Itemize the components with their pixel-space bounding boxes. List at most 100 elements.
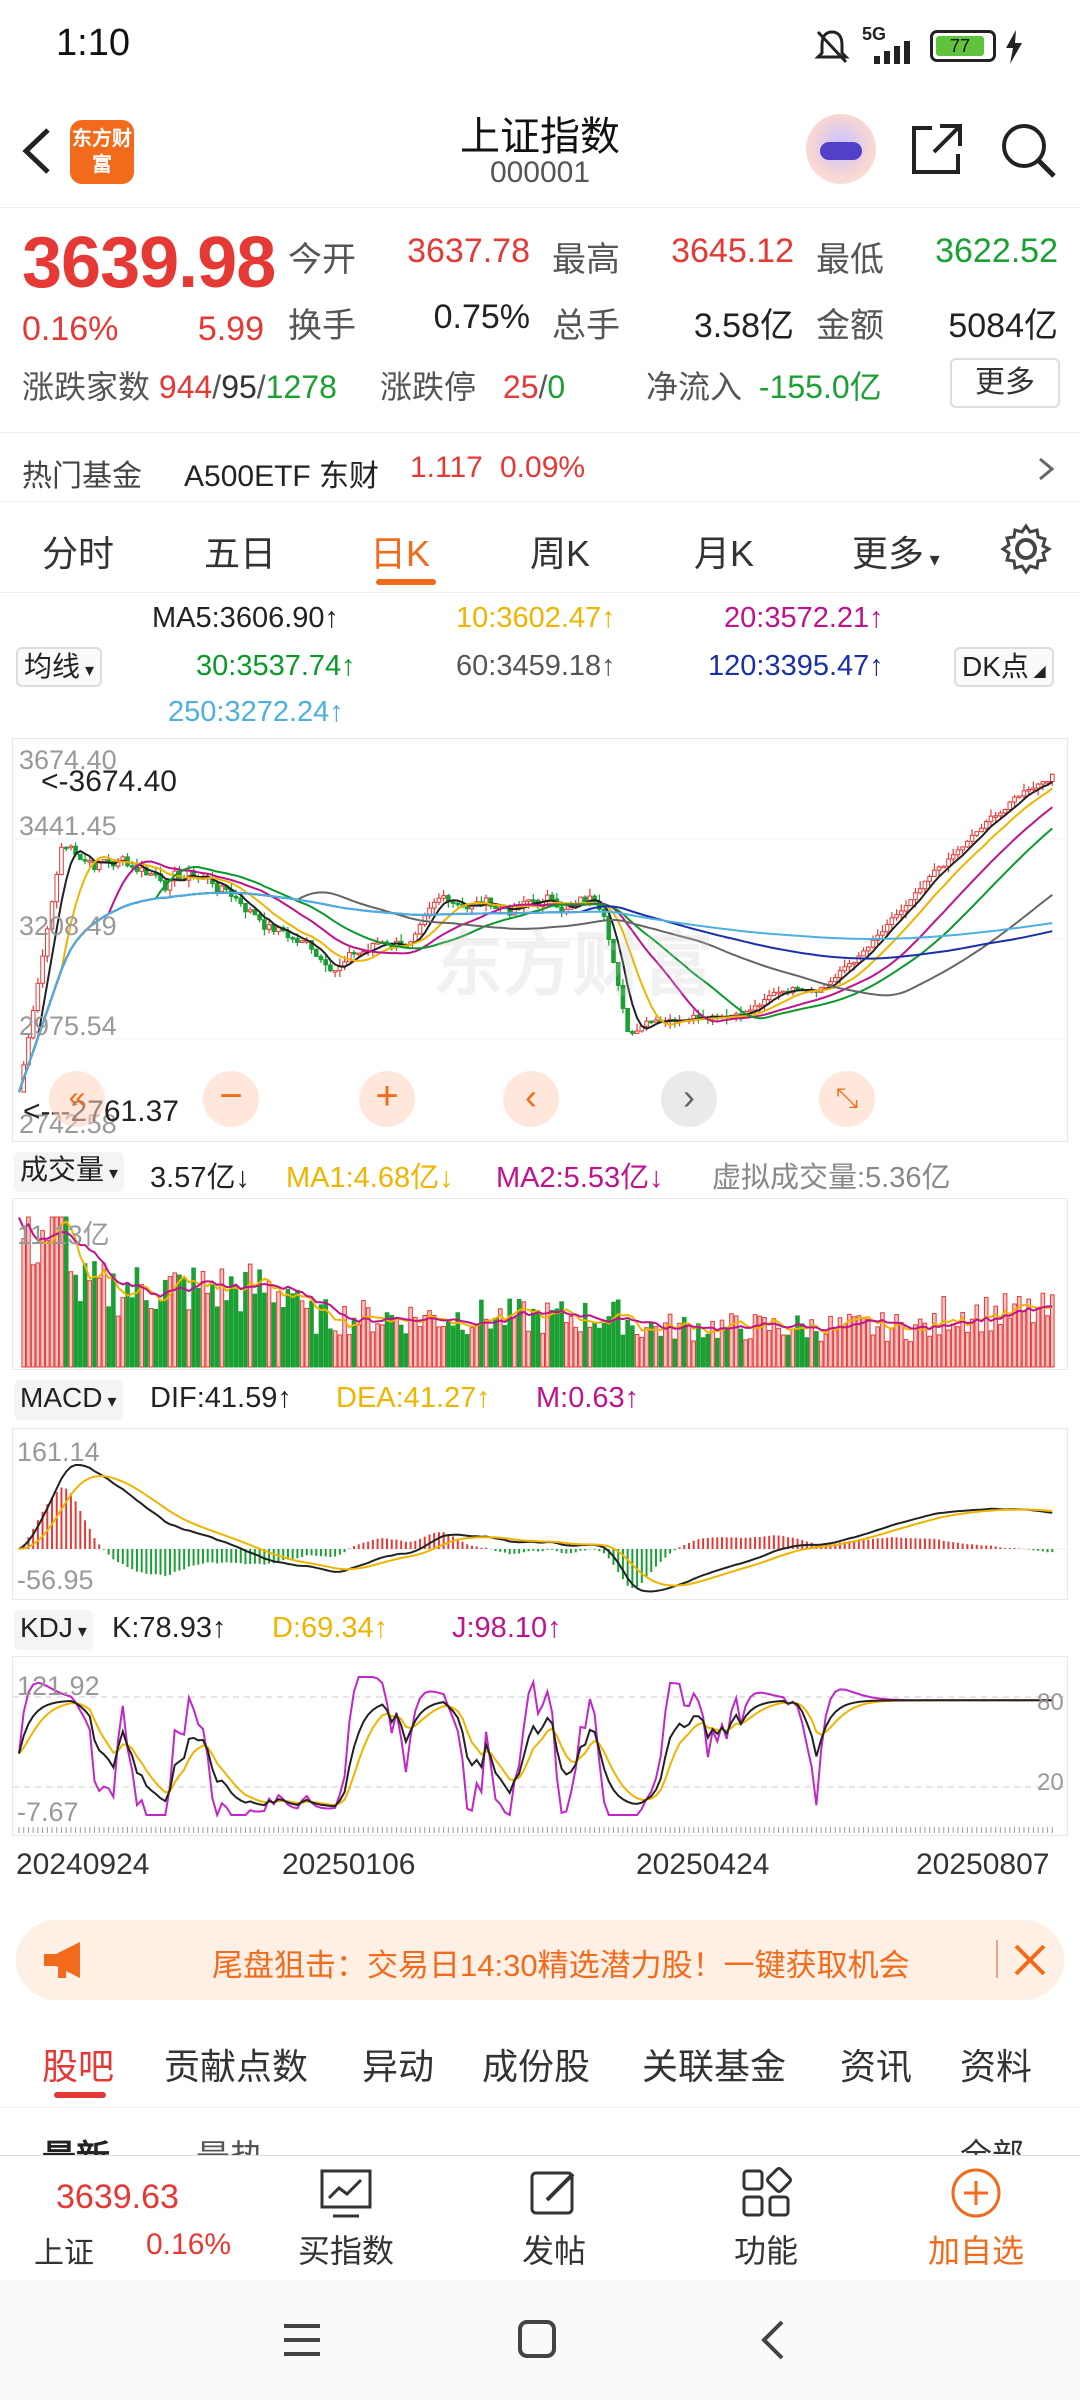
status-time: 1:10 (56, 22, 130, 64)
tab-related-funds[interactable]: 关联基金 (642, 2046, 787, 2087)
close-icon[interactable] (1012, 1942, 1048, 1978)
candle-body (847, 963, 852, 968)
candle-body (917, 888, 923, 894)
search-icon[interactable] (998, 120, 1058, 180)
candle-body (441, 895, 446, 899)
scroll-left-button[interactable]: ‹ (503, 1071, 559, 1127)
nav-post[interactable]: 发帖 (474, 2166, 634, 2272)
tab-five-day[interactable]: 五日 (204, 533, 277, 574)
breadth-down: 1278 (265, 369, 337, 405)
tab-contribution[interactable]: 贡献点数 (164, 2046, 309, 2087)
menu-icon[interactable] (280, 2320, 324, 2360)
more-button[interactable]: 更多 (950, 358, 1060, 408)
zoom-out-button[interactable]: − (203, 1071, 259, 1127)
candle-body (582, 896, 588, 903)
candle-body (884, 923, 890, 933)
kline-chart[interactable]: 3674.40 3441.45 3208.49 2975.54 2742.58 … (12, 738, 1068, 1142)
kdj-d: D:69.34↑ (272, 1612, 389, 1644)
volume-bar (101, 1263, 107, 1368)
dk-points-button[interactable]: DK点 ◢ (954, 647, 1054, 687)
breadth-flat: 95 (221, 369, 257, 405)
volume-bar (851, 1316, 857, 1368)
volume-bar (969, 1318, 975, 1368)
volume-bar (162, 1279, 168, 1368)
tab-profile[interactable]: 资料 (960, 2046, 1033, 2087)
candle-body (1016, 795, 1022, 798)
macd-y-max: 161.14 (17, 1437, 100, 1467)
macd-selector[interactable]: MACD ▾ (14, 1380, 123, 1420)
ma10-value: 10:3602.47↑ (456, 602, 616, 634)
candle-body (578, 896, 583, 904)
tab-weekly-k[interactable]: 周K (530, 533, 591, 574)
tab-news[interactable]: 资讯 (840, 2046, 913, 2087)
watermark: 东方财富 (433, 926, 713, 1004)
candle-body (129, 865, 135, 868)
candle-body (247, 909, 253, 913)
share-icon[interactable] (908, 120, 966, 178)
tab-movements[interactable]: 异动 (362, 2046, 435, 2087)
volume-bar (153, 1308, 159, 1368)
limit-label: 涨跌停 (380, 369, 477, 405)
volume-bar (139, 1284, 144, 1368)
nav-functions[interactable]: 功能 (686, 2166, 846, 2272)
tab-constituents[interactable]: 成份股 (482, 2046, 591, 2087)
kdj-chart[interactable]: 121.92 -7.67 80 20 (12, 1656, 1068, 1836)
candle-body (601, 908, 607, 917)
volume-bar (59, 1216, 64, 1368)
open-label: 今开 (288, 241, 356, 279)
hot-fund-row[interactable]: 热门基金 A500ETF 东财 1.117 0.09% (0, 432, 1080, 502)
volume-bar (922, 1322, 928, 1368)
filter-latest[interactable]: 最新 (42, 2130, 110, 2156)
volume-bar (865, 1318, 871, 1368)
nav-functions-label: 功能 (733, 2233, 798, 2269)
tab-daily-k[interactable]: 日K (370, 533, 431, 574)
virtual-volume: 虚拟成交量:5.36亿 (712, 1162, 951, 1194)
volume-bar (252, 1293, 258, 1368)
filter-all[interactable]: 全部 (960, 2137, 1025, 2156)
volume-bar (309, 1300, 314, 1368)
candle-body (219, 885, 225, 893)
volume-selector[interactable]: 成交量 ▾ (14, 1152, 125, 1192)
tab-forum[interactable]: 股吧 (42, 2046, 115, 2087)
volume-bar (582, 1302, 588, 1368)
volume-bar (214, 1306, 220, 1368)
nav-add-favorite[interactable]: 加自选 (896, 2166, 1056, 2272)
promo-banner[interactable]: 尾盘狙击：交易日14:30精选潜力股！一键获取机会 (16, 1920, 1064, 2000)
fullscreen-button[interactable]: ⤡ (819, 1071, 875, 1127)
scroll-left-far-button[interactable]: « (49, 1071, 105, 1127)
volume-bar (1040, 1292, 1046, 1368)
volume-bar (342, 1305, 347, 1368)
nav-buy-index[interactable]: 买指数 (266, 2166, 426, 2272)
candle-body (696, 1014, 701, 1018)
volume-chart[interactable]: 11.13亿 (12, 1198, 1068, 1370)
volume-bar (639, 1336, 645, 1368)
settings-gear-icon[interactable] (1000, 523, 1052, 575)
back-nav-icon[interactable] (756, 2318, 790, 2362)
ma-selector[interactable]: 均线 ▾ (16, 647, 103, 687)
tab-monthly-k[interactable]: 月K (694, 533, 755, 574)
volume-bar (148, 1307, 154, 1368)
volume-bar (757, 1315, 763, 1368)
filter-hot[interactable]: 最热 (196, 2130, 264, 2156)
kline-y-label-4: 2975.54 (19, 1011, 117, 1041)
kdj-selector[interactable]: KDJ ▾ (14, 1610, 93, 1650)
candle-body (993, 815, 998, 818)
candle-body (328, 964, 333, 972)
volume-bar (545, 1302, 550, 1368)
volume-bar (431, 1315, 437, 1368)
back-icon[interactable] (18, 126, 58, 176)
volume-bar (181, 1277, 187, 1368)
volume-bar (49, 1216, 55, 1368)
assistant-avatar-icon[interactable] (806, 114, 876, 184)
candle-body (101, 859, 107, 863)
volume-bar (880, 1312, 885, 1368)
scroll-right-button[interactable]: › (661, 1071, 717, 1127)
tab-more[interactable]: 更多 ▾ (852, 533, 940, 574)
tab-intraday[interactable]: 分时 (42, 533, 115, 574)
candle-body (526, 899, 531, 902)
macd-chart[interactable]: 161.14 -56.95 (12, 1428, 1068, 1600)
volume-bar (752, 1314, 758, 1368)
candle-body (837, 970, 843, 979)
zoom-in-button[interactable]: + (359, 1071, 415, 1127)
home-icon[interactable] (516, 2318, 558, 2360)
